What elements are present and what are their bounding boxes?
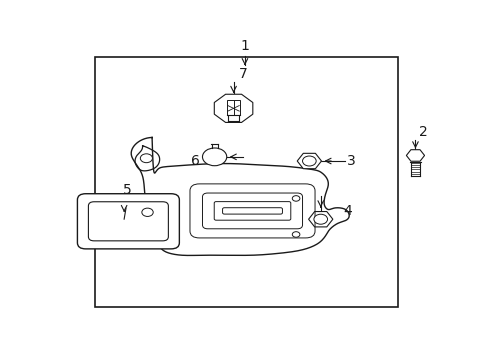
Polygon shape — [308, 212, 332, 227]
Polygon shape — [226, 100, 240, 115]
Polygon shape — [214, 94, 252, 122]
Text: 5: 5 — [123, 183, 132, 197]
FancyBboxPatch shape — [77, 194, 179, 249]
Text: 4: 4 — [343, 204, 351, 218]
Bar — [95, 57, 398, 307]
Text: 6: 6 — [190, 154, 199, 168]
Polygon shape — [297, 153, 321, 169]
Circle shape — [202, 148, 226, 166]
Circle shape — [142, 208, 153, 216]
Polygon shape — [406, 150, 424, 161]
Circle shape — [140, 154, 152, 163]
Circle shape — [302, 156, 316, 166]
Circle shape — [313, 214, 327, 224]
Text: 7: 7 — [238, 67, 247, 81]
Text: 2: 2 — [418, 125, 427, 139]
Text: 3: 3 — [346, 154, 355, 168]
Text: 1: 1 — [240, 39, 249, 53]
Circle shape — [292, 232, 299, 237]
Circle shape — [292, 196, 299, 201]
